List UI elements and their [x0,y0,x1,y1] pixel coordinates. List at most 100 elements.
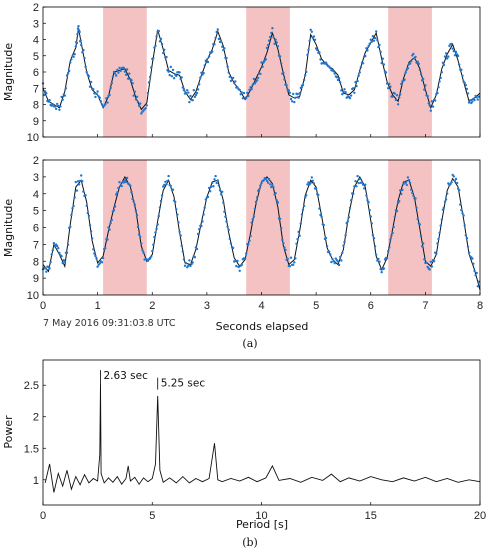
data-point [94,95,97,99]
y-tick-label: 2.5 [24,380,39,392]
data-point [129,184,132,187]
data-point [282,71,285,75]
data-point [189,94,192,98]
data-point [140,242,143,245]
data-point [466,245,470,248]
data-point [51,103,54,106]
data-point [278,217,282,220]
data-point [435,252,438,255]
data-point [213,43,216,46]
data-point [320,215,323,219]
data-point [141,249,144,252]
data-point [167,174,170,178]
x-ticks: 0 5 10 15 20 [40,502,486,522]
data-point [446,57,449,60]
data-point [81,51,84,54]
data-point [61,261,64,265]
data-point [226,65,229,69]
data-point [226,225,229,228]
data-point [404,181,407,184]
data-point [42,93,46,97]
data-point [61,98,64,102]
data-point [367,201,370,204]
data-point [255,79,259,82]
data-point [288,91,292,95]
y-ticks: 2 3 4 5 6 7 8 9 10 [27,155,46,302]
data-point [399,93,402,96]
data-point [273,42,276,45]
xlabel-a: Seconds elapsed [216,320,309,333]
data-point [388,82,391,86]
data-point [297,230,300,234]
data-point [420,245,424,248]
data-point [451,47,454,50]
data-point [154,44,157,47]
data-point [71,207,74,210]
data-point [178,230,181,234]
data-point [376,38,379,42]
data-point [359,65,363,69]
data-point [212,185,215,188]
data-point [415,206,418,210]
data-point [416,217,419,221]
data-point [222,48,225,52]
data-point [105,97,108,100]
data-point [221,190,224,193]
data-point [342,244,345,247]
data-point [356,79,359,83]
data-point [419,234,423,238]
data-point [231,76,235,80]
data-point [266,43,270,47]
data-point [318,51,321,54]
data-point [93,92,96,95]
data-point [133,203,136,206]
data-point [182,258,186,261]
data-point [158,206,162,209]
data-point [137,233,141,236]
caption-a: (a) [242,337,257,350]
data-point [206,195,210,199]
data-point [312,35,316,38]
data-point [319,213,322,217]
data-point [361,62,365,65]
data-point [379,268,382,271]
data-point [363,187,366,190]
y-tick-label: 3 [33,18,39,30]
y-tick-label: 2 [33,155,39,167]
data-point [296,237,299,241]
data-point [477,280,481,283]
data-point [390,234,393,237]
data-point [110,218,114,222]
data-point [344,91,347,94]
data-point [343,240,346,244]
data-point [436,91,439,95]
data-point [322,223,325,227]
data-point [136,100,140,104]
data-point [133,90,136,93]
data-point [53,245,57,248]
data-point [340,259,343,262]
data-point [389,238,392,241]
data-point [72,204,75,208]
data-point [275,199,278,202]
data-point [219,193,223,196]
data-point [392,225,395,229]
data-point [184,91,188,95]
data-point [75,41,79,45]
data-point [428,104,431,107]
data-point [476,285,479,288]
data-point [419,73,423,76]
data-point [86,211,90,215]
data-point [119,69,122,73]
data-point [423,88,426,91]
data-point [264,177,268,181]
y-tick-label: 7 [33,83,39,95]
data-point [319,58,322,61]
data-point [365,194,368,197]
data-point [171,188,175,191]
data-point [200,71,203,75]
y-tick-label: 2 [33,2,39,14]
data-point [266,181,270,184]
data-point [115,74,118,77]
